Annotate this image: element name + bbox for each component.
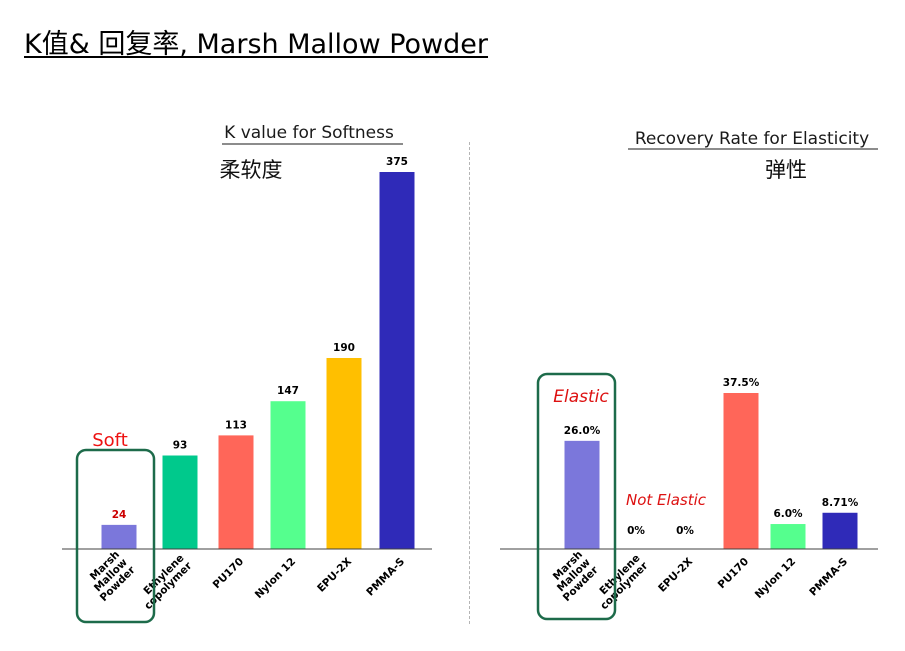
kvalue-data-label: 24 <box>112 509 127 521</box>
chart-divider <box>469 142 470 624</box>
recovery-tick-label: Ethylenecopolymer <box>590 552 651 613</box>
kvalue-bar <box>379 172 415 549</box>
recovery-bar <box>723 393 759 549</box>
recovery-annotation: Elastic <box>553 387 609 407</box>
tick-label-line: PU170 <box>211 556 246 591</box>
recovery-tick-label: PU170 <box>716 556 751 591</box>
kvalue-highlight-box <box>75 448 156 624</box>
recovery-data-label: 37.5% <box>723 377 760 389</box>
kvalue-bar <box>162 455 198 549</box>
tick-label-line: Nylon 12 <box>753 556 798 601</box>
slide-title: K值& 回复率, Marsh Mallow Powder <box>24 29 489 60</box>
recovery-chart-subtitle: 弹性 <box>765 158 807 182</box>
kvalue-bar <box>270 401 306 549</box>
kvalue-tick-label: EPU-2X <box>315 556 354 595</box>
kvalue-annotation: Soft <box>92 430 128 451</box>
kvalue-data-label: 375 <box>386 156 408 168</box>
tick-label-line: EPU-2X <box>315 556 354 595</box>
tick-label-line: PMMA-S <box>807 556 850 599</box>
recovery-tick-label: PMMA-S <box>807 556 850 599</box>
tick-label-line: PU170 <box>716 556 751 591</box>
kvalue-bar <box>101 524 137 549</box>
kvalue-tick-label: PU170 <box>211 556 246 591</box>
recovery-tick-label: MarshMallowPowder <box>545 548 601 604</box>
recovery-data-label: 8.71% <box>822 497 859 509</box>
kvalue-data-label: 113 <box>225 419 247 431</box>
kvalue-data-label: 147 <box>277 385 299 397</box>
kvalue-data-label: 93 <box>173 440 188 452</box>
kvalue-data-label: 190 <box>333 342 355 354</box>
kvalue-tick-label: Ethylenecopolymer <box>134 552 195 613</box>
recovery-data-label: 0% <box>627 525 645 537</box>
kvalue-bar <box>326 357 362 549</box>
recovery-tick-label: Nylon 12 <box>753 556 798 601</box>
kvalue-chart-subtitle: 柔软度 <box>220 158 283 182</box>
kvalue-chart-title: K value for Softness <box>224 123 394 143</box>
kvalue-tick-label: PMMA-S <box>364 556 407 599</box>
kvalue-bar <box>218 435 254 549</box>
recovery-annotation: Not Elastic <box>626 491 707 509</box>
tick-label-line: Nylon 12 <box>253 556 298 601</box>
kvalue-tick-label: MarshMallowPowder <box>82 548 138 604</box>
recovery-data-label: 6.0% <box>773 508 803 520</box>
recovery-bar <box>822 512 858 549</box>
tick-label-line: EPU-2X <box>656 556 695 595</box>
recovery-chart-title: Recovery Rate for Elasticity <box>635 129 869 149</box>
recovery-data-label: 26.0% <box>564 425 601 437</box>
recovery-data-label: 0% <box>676 525 694 537</box>
recovery-bar <box>770 524 806 549</box>
tick-label-line: PMMA-S <box>364 556 407 599</box>
recovery-bar <box>564 440 600 549</box>
recovery-tick-label: EPU-2X <box>656 556 695 595</box>
kvalue-tick-label: Nylon 12 <box>253 556 298 601</box>
recovery-highlight-box <box>536 372 617 621</box>
